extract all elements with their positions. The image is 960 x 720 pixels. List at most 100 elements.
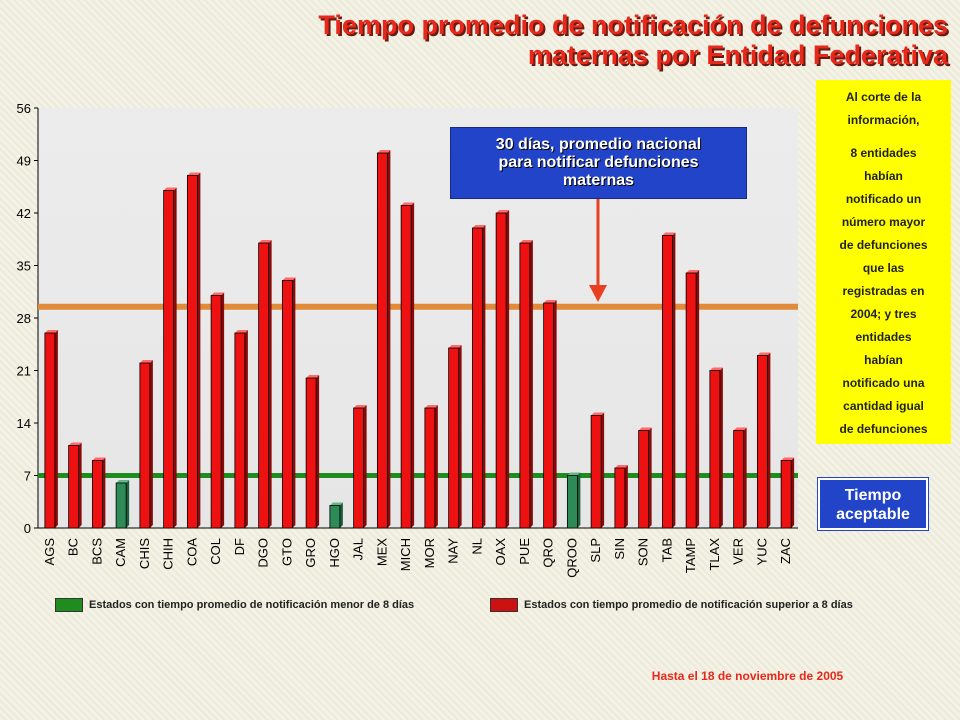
bar-BCS [91,457,106,529]
bar-top [709,367,723,371]
bar-front [661,235,673,529]
bar-front [448,347,460,529]
bar-top [92,457,106,461]
bar-top [591,412,605,416]
bar-top [44,330,58,333]
bar-side [624,465,628,528]
bar-front [281,280,293,529]
bar-front [186,175,198,529]
bar-front [424,407,436,529]
note-line: información, [847,113,920,127]
bar-front [590,415,602,529]
callout-line-1: 30 días, promedio nacional [495,136,702,153]
bar-side [648,427,652,528]
info-note: Al corte de la información, 8 entidades … [816,80,951,444]
bar-front [234,332,246,529]
bar-DF [234,330,248,529]
note-line: entidades [855,330,912,344]
x-tick-label: CAM [113,538,128,567]
bar-front [685,272,697,529]
bar-top [757,352,771,356]
note-line: 8 entidades [850,146,917,160]
x-tick-label: VER [731,538,746,565]
note-line: habían [864,169,903,183]
bar-HGO [329,502,343,529]
callout-line-2: para notificar defunciones [498,154,699,171]
bar-side [767,352,771,528]
x-tick-label: MEX [374,538,389,567]
bar-JAL [353,405,367,529]
callout-arrow-head [589,285,607,302]
title-line-1: Tiempo promedio de notificación de defun… [318,10,948,40]
legend-swatch-high [490,598,518,612]
x-tick-label: JAL [351,538,366,560]
bar-front [258,242,270,529]
bar-side [553,300,557,528]
bar-YUC [756,352,771,529]
bar-top [424,405,438,408]
x-tick-label: TAB [659,538,674,562]
bar-top [567,472,581,476]
bar-front [139,362,151,529]
bar-side [387,150,391,528]
bar-PUE [519,240,533,529]
bar-front [91,460,103,529]
x-tick-label: SON [636,538,651,566]
note-line: registradas en [842,284,925,298]
bar-top [519,240,533,243]
y-tick-label: 42 [17,206,31,221]
x-tick-label: CHIS [137,538,152,569]
x-tick-label: OAX [493,538,508,566]
bar-front [495,212,507,529]
x-tick-label: TLAX [707,538,722,571]
note-line: habían [864,353,903,367]
legend-high: Estados con tiempo promedio de notificac… [490,598,853,612]
bar-side [672,232,676,528]
bar-top [306,375,320,378]
bar-CHIH [163,187,177,529]
x-tick-label: DGO [256,538,271,568]
bar-top [329,502,343,506]
bar-side [221,292,225,528]
bar-top [116,480,130,483]
x-tick-label: BCS [89,538,104,565]
bar-front [68,445,80,529]
bar-BC [68,442,82,529]
bar-front [638,430,650,529]
x-tick-label: ZAC [778,538,793,564]
note-line: notificado una [842,376,925,390]
callout-line-3: maternas [562,172,635,189]
bar-AGS [44,330,58,529]
bar-NL [471,225,486,529]
bar-top [781,457,795,461]
bar-side [149,360,153,528]
national-average-callout: 30 días, promedio nacional para notifica… [450,127,747,199]
x-tick-label: COL [208,538,223,565]
acceptable-line-2: aceptable [836,506,910,523]
x-tick-label: YUC [754,538,769,565]
x-tick-label: DF [232,538,247,555]
bar-side [791,457,795,528]
x-tick-label: QRO [541,538,556,568]
note-line: 2004; y tres [850,307,917,321]
y-tick-label: 0 [24,521,31,536]
bar-SLP [590,412,605,529]
legend-label-low: Estados con tiempo promedio de notificac… [89,599,415,611]
bar-front [163,190,175,529]
bar-GRO [305,375,320,529]
acceptable-time-label: Tiempo aceptable [818,478,928,530]
x-tick-label: SLP [588,538,603,563]
bar-side [78,442,82,528]
bar-side [316,375,320,528]
bar-QRO [543,300,557,529]
bar-top [733,427,747,431]
bar-top [543,300,557,303]
bar-ZAC [780,457,795,529]
bar-top [686,270,700,273]
bar-front [329,505,341,529]
bar-front [115,482,127,529]
x-tick-label: GTO [279,538,294,566]
bar-top [472,225,486,228]
bar-side [411,202,415,528]
